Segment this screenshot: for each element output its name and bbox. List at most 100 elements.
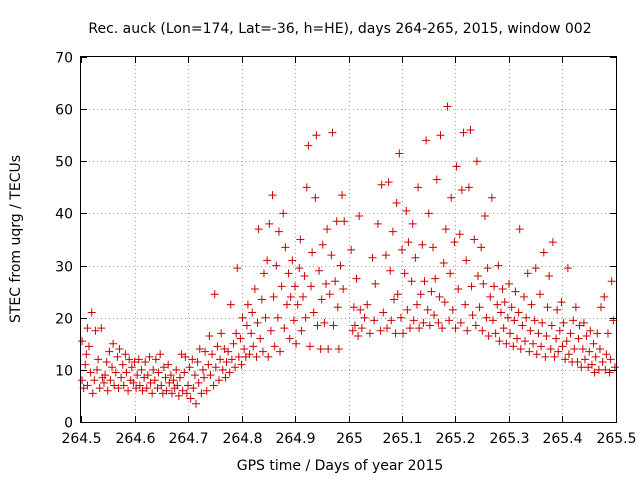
data-point (213, 342, 222, 351)
data-point (365, 329, 374, 338)
data-point (370, 316, 379, 325)
data-point (580, 355, 589, 364)
data-point (181, 352, 190, 361)
data-point (384, 178, 393, 187)
data-point (388, 227, 397, 236)
data-point (557, 298, 566, 307)
chart-title: Rec. auck (Lon=174, Lat=-36, h=HE), days… (88, 21, 591, 37)
data-point (325, 290, 334, 299)
data-point (270, 342, 279, 351)
data-point (387, 316, 396, 325)
data-point (466, 126, 475, 134)
data-point (537, 342, 546, 351)
data-point (101, 371, 110, 380)
data-point (273, 313, 282, 322)
data-point (264, 352, 273, 361)
data-point (266, 326, 275, 335)
data-point (554, 347, 563, 356)
data-point (200, 373, 209, 382)
data-point (396, 313, 405, 322)
data-point (102, 358, 111, 367)
data-point (472, 157, 481, 166)
data-point (459, 128, 468, 137)
data-point (605, 368, 614, 377)
data-point (210, 290, 219, 299)
data-point (454, 285, 463, 294)
data-point (317, 295, 326, 304)
data-point (423, 305, 432, 314)
data-point (360, 313, 369, 322)
data-point (229, 339, 238, 348)
data-point (242, 321, 251, 330)
data-point (133, 371, 142, 380)
data-point (487, 193, 496, 202)
x-tick-label: 265.3 (489, 431, 529, 447)
data-point (159, 363, 168, 372)
data-point (447, 193, 456, 202)
data-point (178, 386, 187, 395)
data-point (514, 308, 523, 317)
x-tick-label: 265.1 (382, 431, 422, 447)
data-point (329, 321, 338, 330)
data-point (502, 339, 511, 348)
data-point (312, 131, 321, 140)
data-point (587, 360, 596, 369)
data-point (464, 183, 473, 192)
data-point (591, 352, 600, 361)
data-point (491, 329, 500, 338)
y-tick-label: 20 (55, 312, 73, 328)
data-point (607, 277, 616, 286)
data-point (247, 329, 256, 338)
data-point (332, 217, 341, 226)
data-point (94, 355, 103, 364)
data-point (462, 256, 471, 265)
data-point (211, 363, 220, 372)
data-point (445, 316, 454, 325)
data-point (495, 337, 504, 346)
data-point (511, 287, 520, 296)
data-point (237, 360, 246, 369)
data-point (274, 227, 283, 236)
data-point (137, 365, 146, 374)
data-points (78, 102, 619, 408)
grid-lines (81, 57, 616, 422)
data-point (280, 324, 289, 333)
data-point (383, 324, 392, 333)
data-point (301, 313, 310, 322)
data-point (436, 131, 445, 140)
data-point (208, 350, 217, 359)
data-point (110, 381, 119, 390)
data-point (461, 300, 470, 309)
data-point (233, 264, 242, 273)
data-point (157, 381, 166, 390)
data-point (309, 308, 318, 317)
data-point (82, 350, 91, 359)
data-point (331, 277, 340, 286)
data-point (288, 256, 297, 265)
data-point (355, 212, 364, 221)
data-point (338, 191, 347, 200)
data-point (598, 358, 607, 367)
x-tick-label: 264.5 (61, 431, 101, 447)
data-point (272, 261, 281, 270)
data-point (368, 253, 377, 262)
data-point (100, 378, 109, 387)
data-point (404, 238, 413, 247)
data-point (463, 326, 472, 335)
data-point (135, 381, 144, 390)
data-point (201, 347, 210, 356)
data-point (269, 292, 278, 301)
data-point (525, 347, 534, 356)
data-point (602, 350, 611, 359)
data-point (352, 274, 361, 283)
data-point (97, 324, 106, 333)
data-point (503, 313, 512, 322)
data-point (138, 386, 147, 395)
y-tick-label: 10 (55, 364, 73, 380)
data-point (542, 331, 551, 340)
data-point (87, 308, 96, 317)
data-point (83, 381, 92, 390)
data-point (218, 365, 227, 374)
data-point (407, 277, 416, 286)
data-point (386, 266, 395, 275)
